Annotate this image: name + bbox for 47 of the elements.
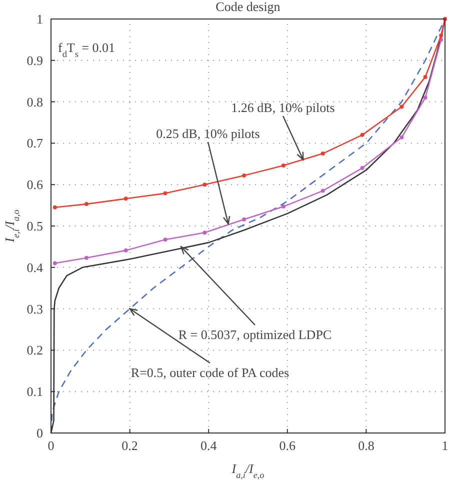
point [242, 173, 246, 178]
point [439, 34, 444, 38]
point [242, 217, 246, 222]
annotation: R = 0.5037, optimized LDPC [178, 327, 332, 342]
y-tick-label: 0.3 [26, 301, 43, 316]
y-tick-label: 1 [36, 12, 43, 26]
point [423, 74, 428, 79]
point [202, 230, 207, 235]
point [400, 135, 404, 140]
y-tick-label: 0.2 [26, 342, 43, 358]
y-tick-label: 0.9 [26, 52, 43, 68]
point [423, 96, 428, 100]
x-tick-label: 1 [442, 438, 448, 453]
y-tick-label: 0 [36, 426, 43, 440]
x-tick-label: 0.2 [122, 438, 138, 453]
point [163, 191, 168, 196]
point [320, 152, 325, 156]
point [84, 256, 88, 260]
y-tick-label: 0.6 [26, 177, 44, 192]
y-tick-label: 0.4 [26, 260, 44, 275]
chart-title: Code design [216, 0, 281, 14]
point [360, 132, 364, 137]
x-axis-title: I$_{a,i}$/I$_{e,o}$ [230, 461, 265, 480]
point [52, 205, 57, 210]
x-tick-label: 0.6 [279, 438, 296, 453]
y-tick-label: 0.7 [26, 136, 44, 151]
point [360, 166, 364, 170]
point [84, 202, 88, 206]
point [124, 248, 128, 252]
point [124, 196, 128, 201]
point [52, 261, 57, 266]
annotation: f$_{d}$T$_{s}$ = 0.01 [58, 40, 115, 59]
point [281, 164, 286, 168]
annotation: 1.26 dB, 10% pilots [231, 100, 335, 115]
x-tick-label: 0 [48, 438, 54, 453]
x-tick-label: 0.4 [200, 438, 218, 453]
y-tick-label: 0.1 [26, 384, 43, 400]
y-tick-label: 0.5 [26, 218, 43, 234]
y-tick-label: 0.8 [26, 94, 43, 110]
annotation: R=0.5, outer code of PA codes [130, 365, 290, 380]
point [163, 238, 168, 242]
point [202, 182, 207, 187]
point [281, 204, 286, 209]
annotation: 0.25 dB, 10% pilots [156, 126, 260, 141]
x-tick-label: 0.8 [358, 438, 374, 453]
point [400, 104, 404, 109]
point [320, 188, 325, 193]
